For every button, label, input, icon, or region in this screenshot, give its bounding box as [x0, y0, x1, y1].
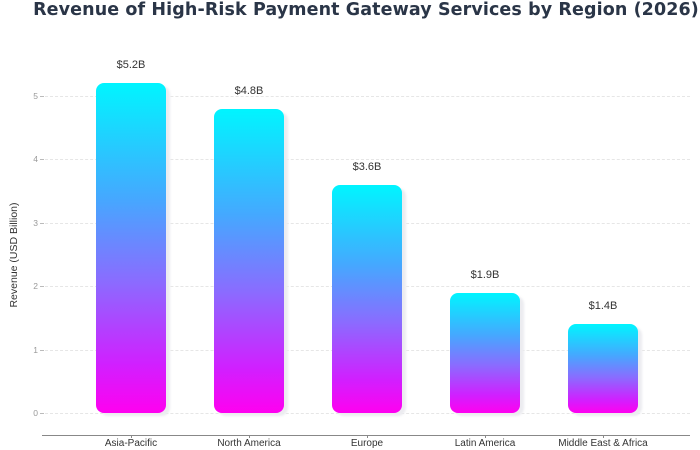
gridline [45, 159, 690, 161]
y-tick-label: 5 [33, 91, 38, 101]
y-tick-mark [40, 286, 44, 288]
x-tick-label: Europe [350, 438, 384, 449]
y-tick-mark [40, 159, 44, 161]
y-tick-label: 3 [33, 217, 38, 228]
bar-middle-east-africa[interactable] [568, 324, 638, 413]
chart-title: Revenue of High-Risk Payment Gateway Ser… [33, 0, 699, 20]
bar-value-label: $4.8B [234, 84, 264, 97]
bar-value-label: $3.6B [352, 160, 382, 173]
x-tick-label: Middle East & Africa [558, 438, 648, 449]
x-tick-mark [485, 435, 486, 438]
y-tick-label: 2 [33, 281, 38, 292]
x-tick-mark [249, 435, 250, 438]
bar-value-label: $5.2B [116, 59, 146, 72]
y-tick-label: 4 [33, 154, 38, 165]
x-tick-label: Latin America [454, 438, 516, 449]
bar-value-label: $1.4B [588, 300, 618, 313]
x-axis-line [42, 435, 690, 436]
x-tick-label: Asia-Pacific [104, 438, 158, 449]
y-axis-label: Revenue (USD Billion) [8, 202, 20, 308]
bar-value-label: $1.9B [470, 268, 500, 281]
y-tick-mark [40, 349, 44, 351]
y-tick-mark [40, 222, 44, 224]
x-tick-mark [131, 435, 132, 438]
x-tick-mark [603, 435, 604, 438]
y-tick-mark [40, 413, 44, 414]
bar-north-america[interactable] [214, 108, 284, 413]
bar-asia-pacific[interactable] [96, 83, 166, 413]
y-tick-label: 0 [33, 408, 38, 418]
x-tick-label: North America [217, 438, 281, 449]
bar-europe[interactable] [332, 184, 402, 413]
gridline [45, 96, 690, 97]
y-tick-label: 1 [33, 344, 38, 355]
x-tick-mark [367, 435, 368, 438]
bar-latin-america[interactable] [450, 292, 520, 413]
y-tick-mark [40, 96, 44, 97]
